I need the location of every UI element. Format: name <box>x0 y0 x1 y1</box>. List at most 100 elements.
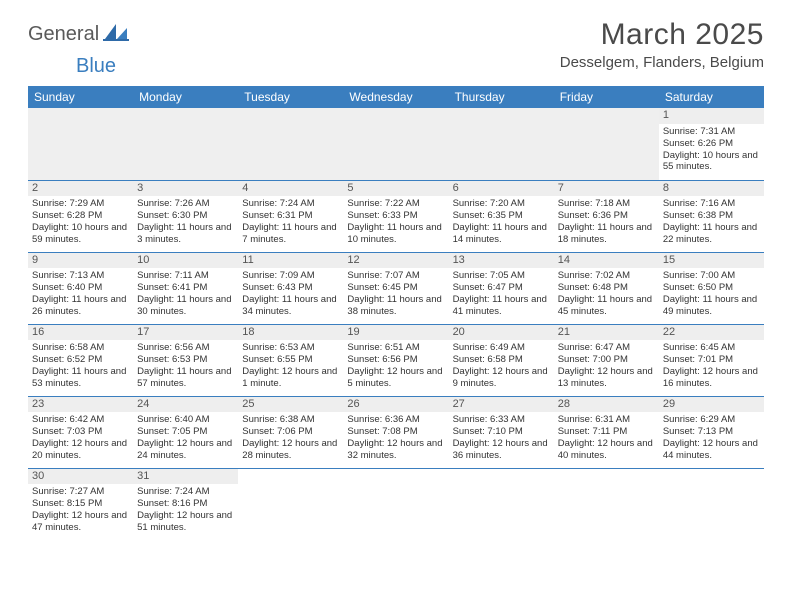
day-number: 27 <box>449 397 554 413</box>
calendar-cell: 9Sunrise: 7:13 AMSunset: 6:40 PMDaylight… <box>28 252 133 324</box>
sunrise-text: Sunrise: 6:42 AM <box>32 414 129 426</box>
calendar-cell: 27Sunrise: 6:33 AMSunset: 7:10 PMDayligh… <box>449 396 554 468</box>
sunset-text: Sunset: 6:31 PM <box>242 210 339 222</box>
daylight-text: Daylight: 12 hours and 20 minutes. <box>32 438 129 462</box>
weekday-header: Saturday <box>659 86 764 108</box>
sunrise-text: Sunrise: 6:29 AM <box>663 414 760 426</box>
calendar-cell: 11Sunrise: 7:09 AMSunset: 6:43 PMDayligh… <box>238 252 343 324</box>
day-number: 22 <box>659 325 764 341</box>
calendar-cell: 30Sunrise: 7:27 AMSunset: 8:15 PMDayligh… <box>28 468 133 540</box>
day-info: Sunrise: 7:26 AMSunset: 6:30 PMDaylight:… <box>137 198 234 246</box>
daylight-text: Daylight: 11 hours and 7 minutes. <box>242 222 339 246</box>
calendar-row: 30Sunrise: 7:27 AMSunset: 8:15 PMDayligh… <box>28 468 764 540</box>
day-info: Sunrise: 7:00 AMSunset: 6:50 PMDaylight:… <box>663 270 760 318</box>
day-info: Sunrise: 6:42 AMSunset: 7:03 PMDaylight:… <box>32 414 129 462</box>
logo-sail-icon <box>103 22 129 47</box>
sunset-text: Sunset: 7:05 PM <box>137 426 234 438</box>
daylight-text: Daylight: 11 hours and 30 minutes. <box>137 294 234 318</box>
sunset-text: Sunset: 6:41 PM <box>137 282 234 294</box>
day-number: 30 <box>28 469 133 485</box>
calendar-cell <box>659 468 764 540</box>
sunrise-text: Sunrise: 7:31 AM <box>663 126 760 138</box>
sunset-text: Sunset: 6:26 PM <box>663 138 760 150</box>
sunrise-text: Sunrise: 6:53 AM <box>242 342 339 354</box>
sunrise-text: Sunrise: 6:33 AM <box>453 414 550 426</box>
sunrise-text: Sunrise: 7:05 AM <box>453 270 550 282</box>
sunset-text: Sunset: 6:38 PM <box>663 210 760 222</box>
calendar-cell: 28Sunrise: 6:31 AMSunset: 7:11 PMDayligh… <box>554 396 659 468</box>
calendar-cell <box>554 468 659 540</box>
calendar-cell: 26Sunrise: 6:36 AMSunset: 7:08 PMDayligh… <box>343 396 448 468</box>
sunrise-text: Sunrise: 7:00 AM <box>663 270 760 282</box>
sunset-text: Sunset: 6:48 PM <box>558 282 655 294</box>
sunset-text: Sunset: 6:55 PM <box>242 354 339 366</box>
calendar-cell: 23Sunrise: 6:42 AMSunset: 7:03 PMDayligh… <box>28 396 133 468</box>
calendar-cell: 4Sunrise: 7:24 AMSunset: 6:31 PMDaylight… <box>238 180 343 252</box>
day-info: Sunrise: 6:38 AMSunset: 7:06 PMDaylight:… <box>242 414 339 462</box>
day-info: Sunrise: 6:51 AMSunset: 6:56 PMDaylight:… <box>347 342 444 390</box>
calendar-cell: 29Sunrise: 6:29 AMSunset: 7:13 PMDayligh… <box>659 396 764 468</box>
calendar-cell: 15Sunrise: 7:00 AMSunset: 6:50 PMDayligh… <box>659 252 764 324</box>
calendar-cell: 1Sunrise: 7:31 AMSunset: 6:26 PMDaylight… <box>659 108 764 180</box>
calendar-cell: 17Sunrise: 6:56 AMSunset: 6:53 PMDayligh… <box>133 324 238 396</box>
sunset-text: Sunset: 6:47 PM <box>453 282 550 294</box>
day-info: Sunrise: 7:24 AMSunset: 6:31 PMDaylight:… <box>242 198 339 246</box>
day-number: 3 <box>133 181 238 197</box>
day-number: 1 <box>659 108 764 124</box>
calendar-cell: 19Sunrise: 6:51 AMSunset: 6:56 PMDayligh… <box>343 324 448 396</box>
daylight-text: Daylight: 12 hours and 36 minutes. <box>453 438 550 462</box>
calendar-cell: 14Sunrise: 7:02 AMSunset: 6:48 PMDayligh… <box>554 252 659 324</box>
day-number: 28 <box>554 397 659 413</box>
calendar-cell: 21Sunrise: 6:47 AMSunset: 7:00 PMDayligh… <box>554 324 659 396</box>
day-number: 7 <box>554 181 659 197</box>
day-number: 15 <box>659 253 764 269</box>
calendar-cell <box>238 108 343 180</box>
sunrise-text: Sunrise: 7:07 AM <box>347 270 444 282</box>
day-number: 16 <box>28 325 133 341</box>
sunrise-text: Sunrise: 6:49 AM <box>453 342 550 354</box>
day-info: Sunrise: 6:49 AMSunset: 6:58 PMDaylight:… <box>453 342 550 390</box>
calendar-cell: 6Sunrise: 7:20 AMSunset: 6:35 PMDaylight… <box>449 180 554 252</box>
weekday-header: Sunday <box>28 86 133 108</box>
sunset-text: Sunset: 6:52 PM <box>32 354 129 366</box>
day-info: Sunrise: 6:45 AMSunset: 7:01 PMDaylight:… <box>663 342 760 390</box>
daylight-text: Daylight: 11 hours and 41 minutes. <box>453 294 550 318</box>
sunrise-text: Sunrise: 6:47 AM <box>558 342 655 354</box>
daylight-text: Daylight: 11 hours and 38 minutes. <box>347 294 444 318</box>
daylight-text: Daylight: 11 hours and 14 minutes. <box>453 222 550 246</box>
weekday-header-row: Sunday Monday Tuesday Wednesday Thursday… <box>28 86 764 108</box>
sunset-text: Sunset: 7:10 PM <box>453 426 550 438</box>
calendar-cell <box>554 108 659 180</box>
calendar-row: 1Sunrise: 7:31 AMSunset: 6:26 PMDaylight… <box>28 108 764 180</box>
day-number: 19 <box>343 325 448 341</box>
sunrise-text: Sunrise: 7:29 AM <box>32 198 129 210</box>
daylight-text: Daylight: 12 hours and 47 minutes. <box>32 510 129 534</box>
sunrise-text: Sunrise: 6:45 AM <box>663 342 760 354</box>
day-number: 5 <box>343 181 448 197</box>
day-number: 6 <box>449 181 554 197</box>
calendar-cell: 13Sunrise: 7:05 AMSunset: 6:47 PMDayligh… <box>449 252 554 324</box>
calendar-cell <box>343 108 448 180</box>
sunrise-text: Sunrise: 7:24 AM <box>137 486 234 498</box>
daylight-text: Daylight: 12 hours and 51 minutes. <box>137 510 234 534</box>
day-number: 20 <box>449 325 554 341</box>
calendar-cell <box>28 108 133 180</box>
calendar-cell: 18Sunrise: 6:53 AMSunset: 6:55 PMDayligh… <box>238 324 343 396</box>
sunset-text: Sunset: 6:45 PM <box>347 282 444 294</box>
calendar-cell <box>449 108 554 180</box>
day-number: 4 <box>238 181 343 197</box>
daylight-text: Daylight: 11 hours and 53 minutes. <box>32 366 129 390</box>
day-number: 13 <box>449 253 554 269</box>
day-info: Sunrise: 6:58 AMSunset: 6:52 PMDaylight:… <box>32 342 129 390</box>
day-info: Sunrise: 7:18 AMSunset: 6:36 PMDaylight:… <box>558 198 655 246</box>
day-number: 24 <box>133 397 238 413</box>
month-title: March 2025 <box>560 18 764 52</box>
day-number: 31 <box>133 469 238 485</box>
calendar-row: 2Sunrise: 7:29 AMSunset: 6:28 PMDaylight… <box>28 180 764 252</box>
sunrise-text: Sunrise: 7:24 AM <box>242 198 339 210</box>
weekday-header: Monday <box>133 86 238 108</box>
sunrise-text: Sunrise: 6:51 AM <box>347 342 444 354</box>
day-info: Sunrise: 6:29 AMSunset: 7:13 PMDaylight:… <box>663 414 760 462</box>
day-info: Sunrise: 7:05 AMSunset: 6:47 PMDaylight:… <box>453 270 550 318</box>
daylight-text: Daylight: 12 hours and 44 minutes. <box>663 438 760 462</box>
